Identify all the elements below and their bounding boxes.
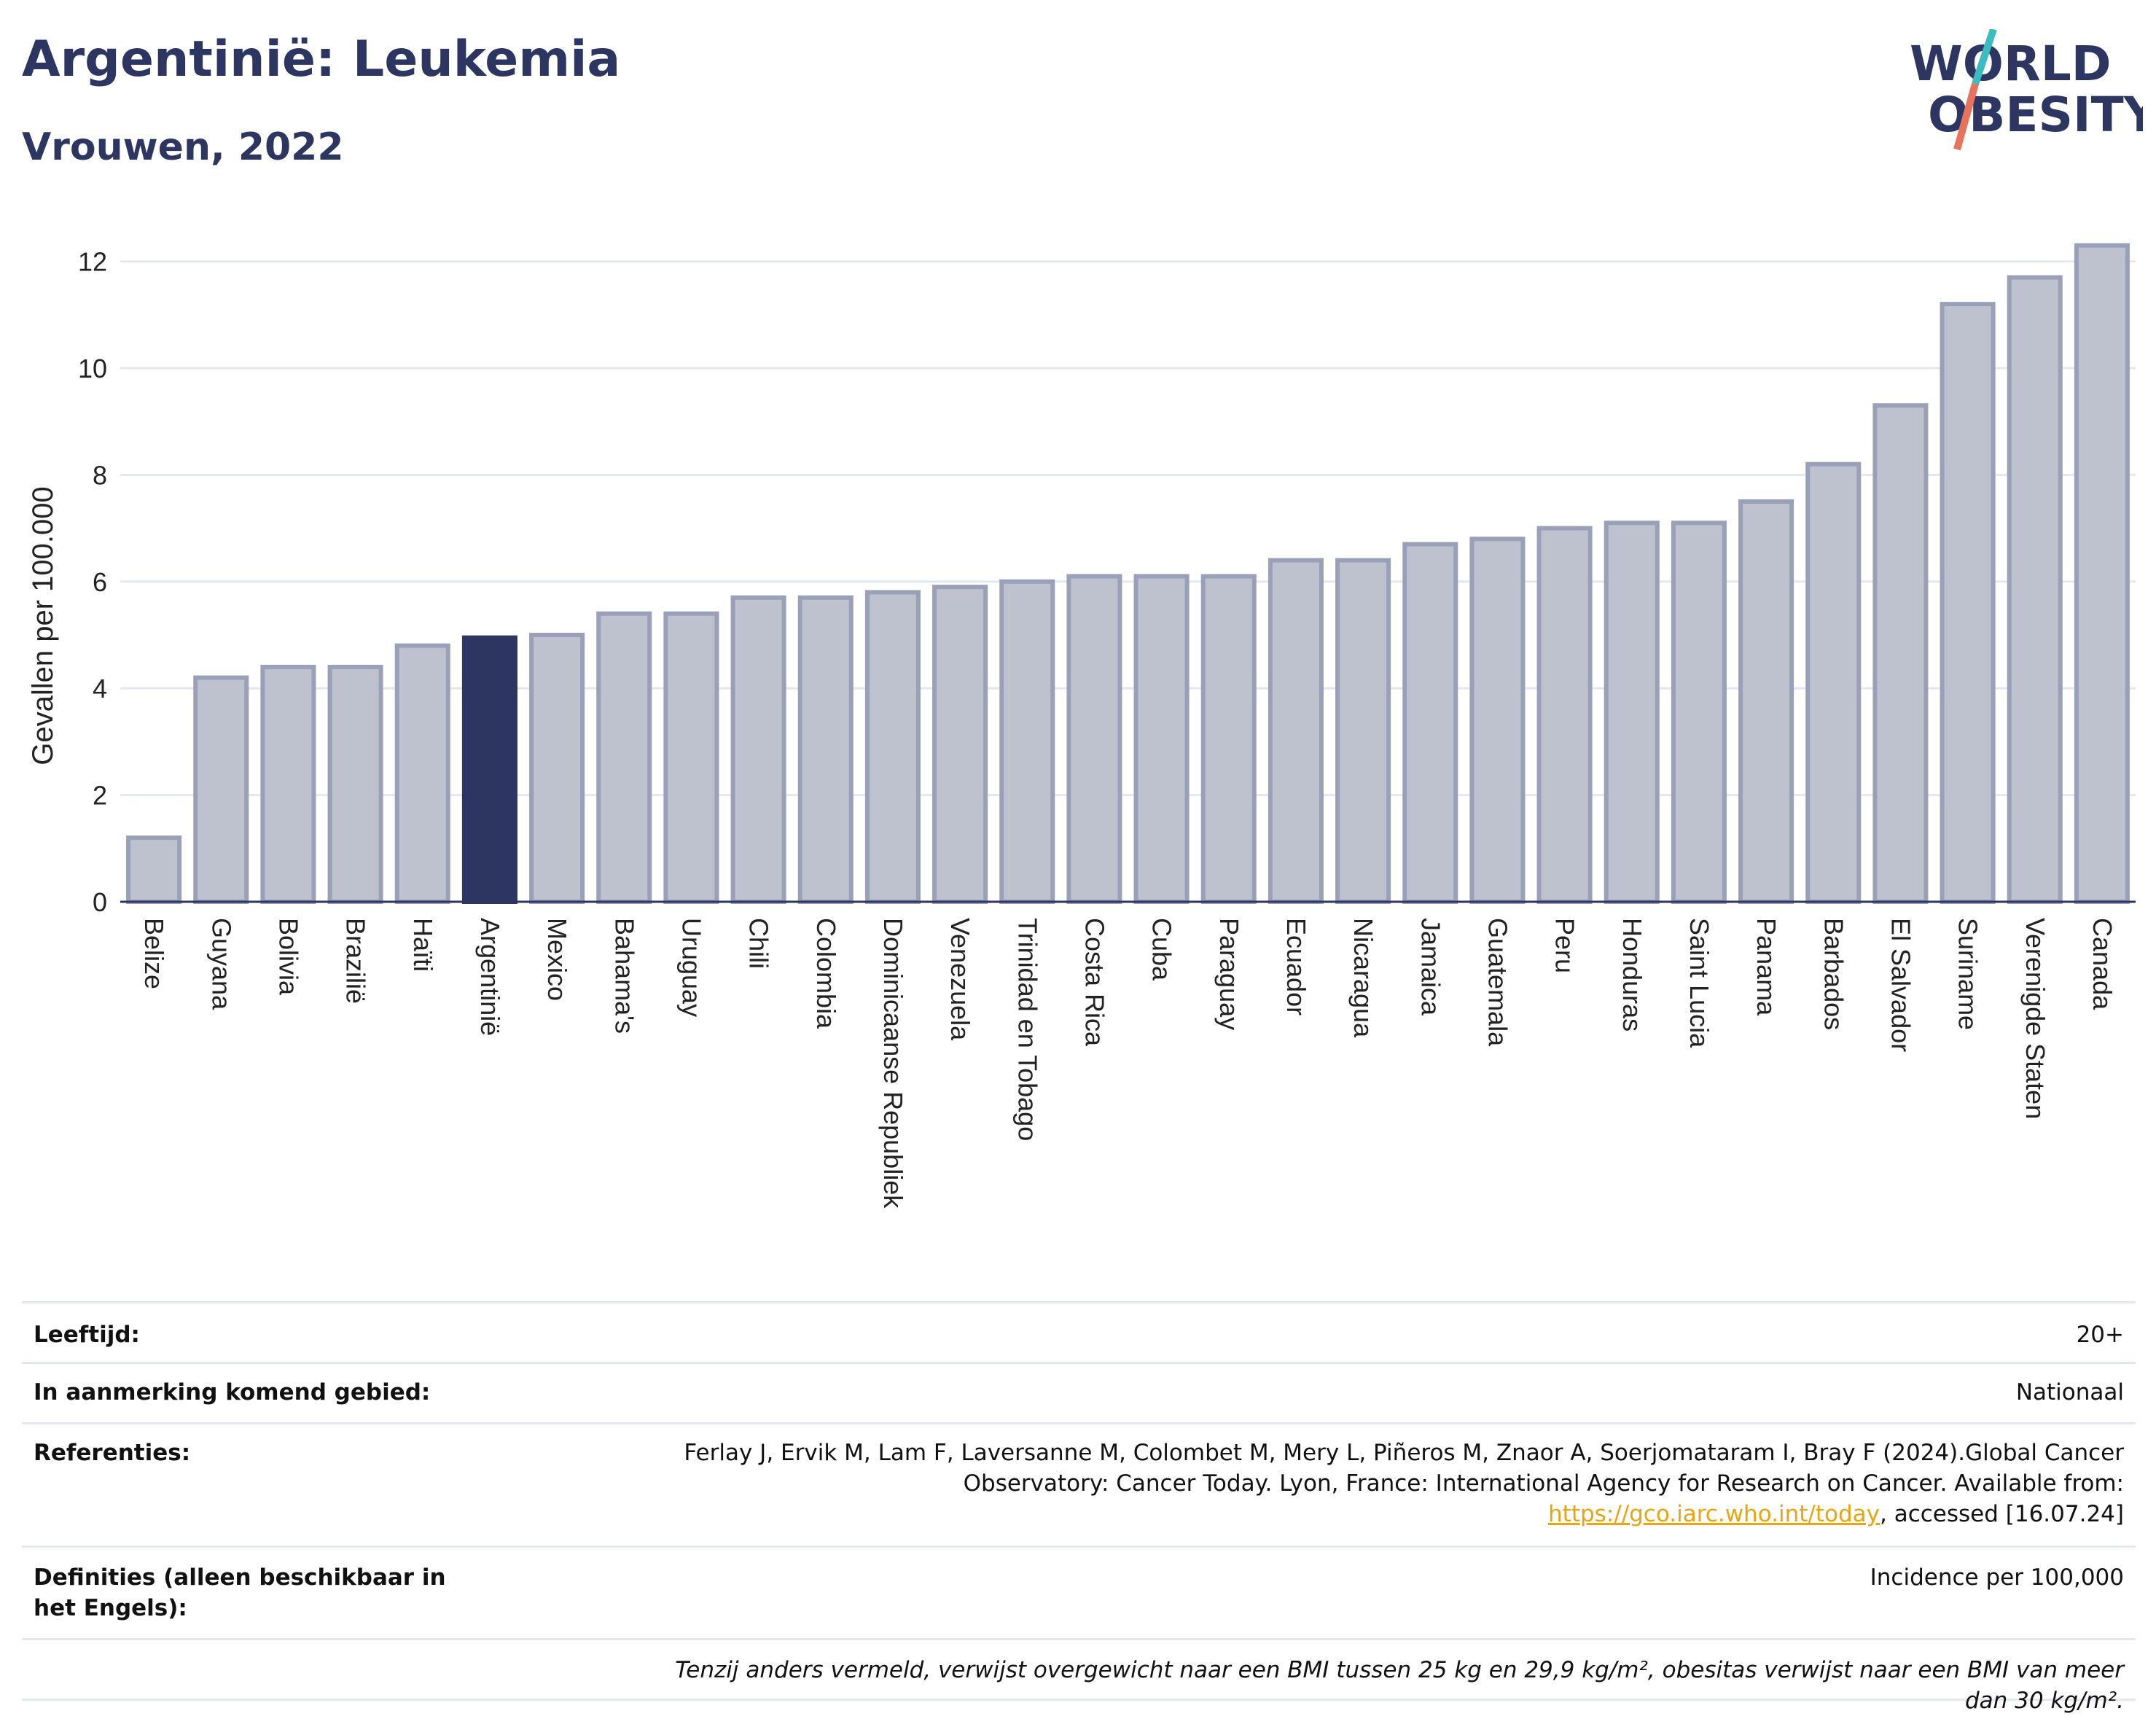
bar	[529, 632, 585, 904]
bar	[730, 595, 786, 904]
bar-layer	[126, 243, 2130, 904]
bar	[663, 611, 719, 904]
x-tick-label: Cuba	[1147, 918, 1177, 981]
bar	[2074, 243, 2130, 904]
y-tick-label: 4	[93, 674, 107, 703]
x-tick-label: Haïti	[408, 918, 438, 972]
x-tick-label: Suriname	[1953, 918, 1983, 1030]
y-tick-label: 8	[93, 460, 107, 490]
bar	[932, 585, 988, 904]
x-tick-label: Chili	[744, 918, 774, 969]
metadata-table: Leeftijd: 20+ In aanmerking komend gebie…	[22, 1301, 2136, 1714]
meta-key: Leeftijd:	[34, 1322, 140, 1348]
bar-chart: 0 2 4 6 8 10 12 Belize Guyana Bolivia Brazilië Haï…	[27, 243, 2136, 1209]
bar	[1268, 558, 1324, 904]
meta-value: 20+	[2076, 1322, 2124, 1348]
bar	[864, 590, 921, 904]
bar	[1671, 520, 1727, 904]
x-tick-label: Argentinië	[475, 918, 505, 1036]
bar	[1536, 526, 1593, 904]
bar	[596, 611, 652, 904]
logo-slash-coral	[1953, 82, 1979, 151]
x-tick-label: Honduras	[1617, 918, 1647, 1032]
x-tick-label: Ecuador	[1281, 918, 1311, 1015]
reference-text-after: , accessed [16.07.24]	[1879, 1501, 2124, 1527]
meta-row-age: Leeftijd: 20+	[22, 1301, 2136, 1362]
y-tick-label: 12	[78, 247, 107, 277]
grid-layer	[120, 260, 2136, 797]
bar	[193, 675, 249, 904]
bar	[1402, 542, 1458, 904]
bar	[260, 664, 316, 904]
meta-key: In aanmerking komend gebied:	[34, 1379, 431, 1405]
y-tick-label: 2	[93, 781, 107, 811]
reference-text: Ferlay J, Ervik M, Lam F, Laversanne M, …	[684, 1440, 2124, 1497]
x-tick-label: Colombia	[811, 918, 841, 1029]
y-tick-layer: 0 2 4 6 8 10 12	[78, 247, 107, 917]
x-tick-label: Nicaragua	[1348, 918, 1378, 1038]
meta-row-references: Referenties: Ferlay J, Ervik M, Lam F, L…	[22, 1422, 2136, 1545]
bar	[1940, 302, 1996, 904]
meta-row-note: Tenzij anders vermeld, verwijst overgewi…	[22, 1638, 2136, 1714]
meta-row-definitions: Definities (alleen beschikbaar in het En…	[22, 1545, 2136, 1638]
x-tick-label: Dominicaanse Republiek	[878, 918, 908, 1209]
bar	[1738, 499, 1794, 904]
meta-key: Definities (alleen beschikbaar in het En…	[34, 1564, 446, 1621]
x-tick-label: Canada	[2087, 918, 2117, 1010]
bar	[1805, 461, 1862, 904]
bar	[126, 835, 182, 904]
x-tick-label: Mexico	[542, 918, 572, 1001]
x-tick-label: Venezuela	[945, 918, 975, 1041]
y-axis-label: Gevallen per 100.000	[27, 486, 59, 765]
x-tick-label: Peru	[1550, 918, 1580, 973]
logo-slash-teal	[1972, 29, 1997, 85]
y-tick-label: 6	[93, 567, 107, 597]
bar	[797, 595, 854, 904]
x-tick-label: Guyana	[206, 918, 236, 1010]
bar	[394, 643, 450, 904]
x-tick-label: Uruguay	[676, 918, 706, 1017]
x-tick-label: Guatemala	[1483, 918, 1512, 1047]
x-tick-label: Trinidad en Tobago	[1012, 918, 1042, 1141]
bar	[1066, 574, 1122, 904]
x-tick-label: Jamaica	[1415, 918, 1445, 1016]
meta-key: Referenties:	[34, 1440, 191, 1466]
bar	[327, 664, 383, 904]
x-tick-label: Bolivia	[273, 918, 303, 996]
footnote: Tenzij anders vermeld, verwijst overgewi…	[675, 1657, 2124, 1714]
meta-value: Nationaal	[2015, 1379, 2124, 1405]
bar-highlighted	[461, 635, 517, 904]
reference-link[interactable]: https://gco.iarc.who.int/today	[1548, 1501, 1880, 1527]
y-tick-label: 0	[93, 887, 107, 917]
page-subtitle: Vrouwen, 2022	[22, 125, 344, 169]
bar	[1200, 574, 1257, 904]
logo-text-world: WORLD	[1910, 36, 2112, 92]
page-title: Argentinië: Leukemia	[22, 31, 621, 88]
x-tick-layer: Belize Guyana Bolivia Brazilië Haïti Argentin…	[139, 918, 2117, 1209]
x-tick-label: Belize	[139, 918, 169, 989]
world-obesity-logo: WORLD OBESITY	[1910, 29, 2143, 151]
bar	[1133, 574, 1190, 904]
bar	[1872, 403, 1929, 904]
bar	[2007, 275, 2063, 904]
meta-row-area: In aanmerking komend gebied: Nationaal	[22, 1362, 2136, 1422]
bar	[999, 579, 1055, 904]
y-tick-label: 10	[78, 354, 107, 383]
meta-value: Ferlay J, Ervik M, Lam F, Laversanne M, …	[630, 1424, 2136, 1529]
bar	[1335, 558, 1391, 904]
meta-value: Incidence per 100,000	[1870, 1564, 2124, 1591]
x-tick-label: Brazilië	[341, 918, 371, 1004]
x-tick-label: Saint Lucia	[1684, 918, 1714, 1048]
x-tick-label: Barbados	[1819, 918, 1848, 1030]
x-tick-label: El Salvador	[1886, 918, 1915, 1052]
x-tick-label: Bahama's	[609, 918, 639, 1034]
x-tick-label: Costa Rica	[1079, 918, 1109, 1047]
x-tick-label: Paraguay	[1214, 918, 1244, 1030]
bar	[1604, 520, 1660, 904]
bar	[1469, 537, 1526, 904]
x-tick-label: Panama	[1751, 918, 1781, 1016]
x-tick-label: Verenigde Staten	[2020, 918, 2050, 1119]
